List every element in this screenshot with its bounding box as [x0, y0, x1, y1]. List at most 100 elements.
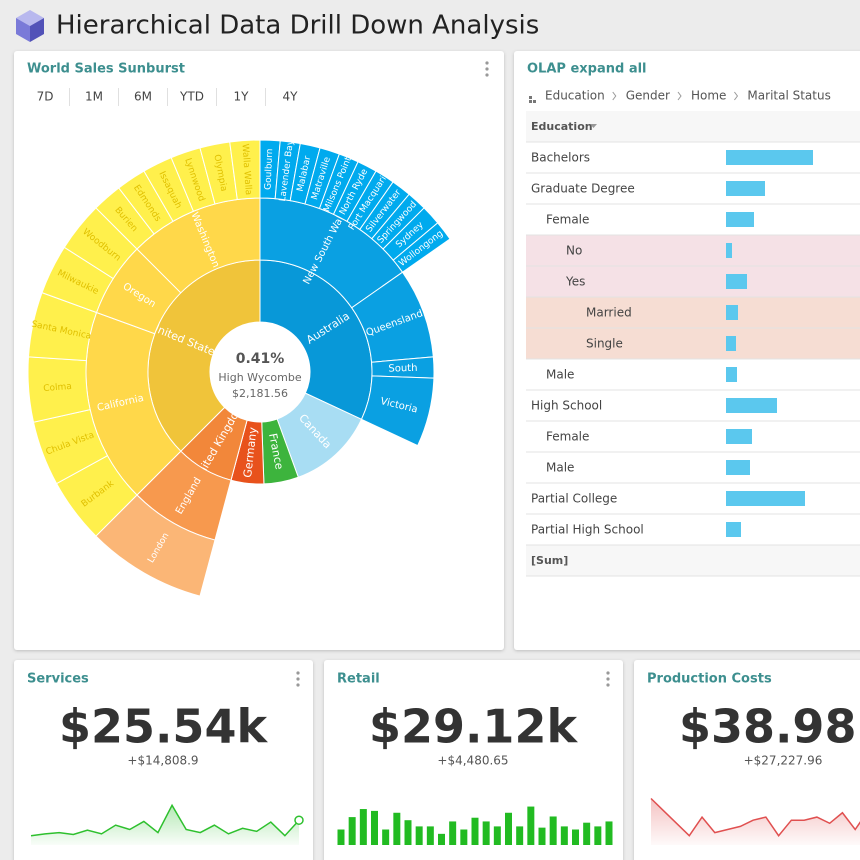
breadcrumb-sep — [612, 91, 617, 101]
card-value: $29.12k — [369, 700, 579, 754]
spark-bar — [393, 812, 401, 845]
menu-dot — [606, 671, 610, 675]
card-value: $25.54k — [59, 700, 269, 754]
row-bar — [726, 491, 805, 506]
spark-bar — [482, 821, 490, 845]
card-delta: +$14,808.9 — [127, 754, 198, 768]
row-bar — [726, 150, 813, 165]
card-title: Production Costs — [647, 672, 772, 687]
spark-bar — [404, 820, 412, 845]
row-bar — [726, 429, 752, 444]
breadcrumb-icon — [529, 96, 536, 103]
spark-bar — [449, 821, 457, 845]
sum-row — [526, 545, 860, 576]
menu-dot — [606, 677, 610, 681]
spark-bar — [460, 829, 468, 845]
sort-arrow — [590, 124, 597, 128]
spark-bar — [438, 833, 445, 845]
row-label[interactable]: Bachelors — [531, 151, 590, 165]
row-bar — [726, 212, 754, 227]
range-button[interactable]: 1Y — [234, 90, 250, 104]
sunburst-segment — [229, 139, 261, 201]
spark-bar — [549, 816, 557, 845]
logo — [16, 10, 44, 42]
breadcrumb-item[interactable]: Gender — [626, 89, 670, 103]
spark-bar — [527, 806, 535, 845]
panel-title: World Sales Sunburst — [27, 62, 185, 77]
row-highlight — [526, 266, 860, 297]
sum-label: [Sum] — [531, 554, 568, 567]
menu-dot — [606, 683, 610, 687]
segment-label: Goulburn — [263, 148, 275, 190]
breadcrumb-item[interactable]: Education — [545, 89, 605, 103]
panel-title: OLAP expand all — [527, 62, 647, 77]
card-panel — [634, 660, 860, 860]
range-button[interactable]: 4Y — [283, 90, 299, 104]
segment-label: Colma — [43, 382, 72, 394]
row-bar — [726, 243, 732, 258]
spark-bar — [583, 822, 591, 845]
spark-bar — [605, 821, 613, 845]
card-value: $38.98k — [679, 700, 860, 754]
spark-bar — [426, 826, 434, 845]
row-label[interactable]: Partial High School — [531, 523, 644, 537]
row-label[interactable]: Graduate Degree — [531, 182, 635, 196]
sunburst-segment — [360, 375, 435, 447]
row-highlight — [526, 328, 860, 359]
breadcrumb-item[interactable]: Home — [691, 89, 726, 103]
center-name: High Wycombe — [218, 371, 301, 384]
row-highlight — [526, 235, 860, 266]
row-bar — [726, 305, 738, 320]
range-button[interactable]: 1M — [85, 90, 103, 104]
row-bar — [726, 336, 736, 351]
page-title: Hierarchical Data Drill Down Analysis — [56, 11, 539, 41]
segment-label: Walla Walla — [240, 143, 253, 195]
spark-bar — [471, 817, 479, 845]
breadcrumb-item[interactable]: Marital Status — [747, 89, 830, 103]
spark-area — [651, 798, 860, 845]
breadcrumb-sep — [734, 91, 739, 101]
spark-bar — [572, 829, 579, 845]
card-panel — [324, 660, 623, 860]
row-label[interactable]: Married — [586, 306, 632, 320]
range-button[interactable]: 6M — [134, 90, 152, 104]
row-label[interactable]: No — [566, 244, 582, 258]
card-delta: +$27,227.96 — [744, 754, 823, 768]
breadcrumb-sep — [677, 91, 682, 101]
row-bar — [726, 181, 765, 196]
spark-bar — [560, 826, 568, 845]
card-title: Services — [27, 672, 89, 687]
row-label[interactable]: Single — [586, 337, 623, 351]
row-label[interactable]: Male — [546, 461, 574, 475]
row-label[interactable]: Female — [546, 213, 589, 227]
center-hole — [210, 322, 310, 422]
row-label[interactable]: Female — [546, 430, 589, 444]
spark-line — [650, 797, 860, 837]
card-panel — [14, 660, 313, 860]
spark-bar — [493, 826, 501, 845]
row-bar — [726, 460, 750, 475]
row-bar — [726, 522, 741, 537]
spark-bar — [382, 829, 390, 845]
row-label[interactable]: Partial College — [531, 492, 617, 506]
segment-label: Germany — [241, 426, 260, 478]
center-value: $2,181.56 — [232, 387, 288, 400]
range-button[interactable]: 7D — [37, 90, 54, 104]
olap-header-bg — [526, 111, 860, 142]
row-label[interactable]: Male — [546, 368, 574, 382]
range-button[interactable]: YTD — [179, 90, 204, 104]
row-highlight — [526, 297, 860, 328]
row-label[interactable]: High School — [531, 399, 602, 413]
spark-bar — [538, 827, 546, 845]
menu-dot — [296, 683, 300, 687]
spark-bar — [348, 817, 356, 845]
olap-header: Education — [531, 120, 593, 133]
menu[interactable] — [485, 61, 489, 77]
row-label[interactable]: Yes — [565, 275, 585, 289]
spark-line — [30, 803, 300, 837]
row-bar — [726, 274, 747, 289]
card-delta: +$4,480.65 — [437, 754, 508, 768]
row-bar — [726, 367, 737, 382]
